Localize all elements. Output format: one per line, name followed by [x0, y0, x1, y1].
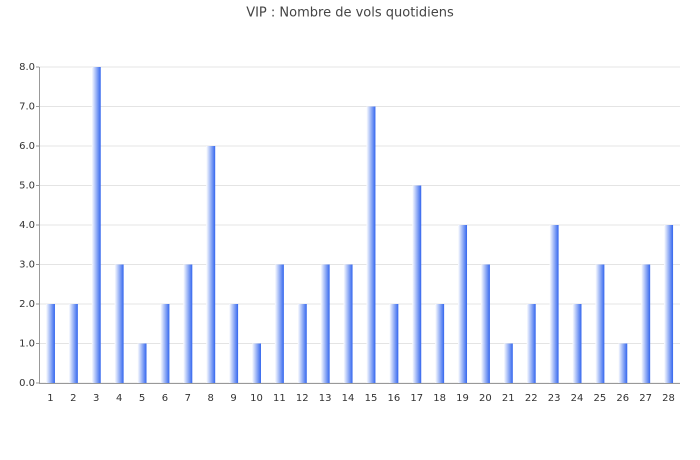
bar — [572, 304, 582, 383]
x-tick-label: 19 — [456, 393, 469, 404]
x-tick-label: 13 — [319, 393, 332, 404]
bar — [297, 304, 307, 383]
bar — [526, 304, 536, 383]
bar — [641, 264, 651, 383]
x-tick-label: 8 — [208, 393, 214, 404]
x-tick-label: 21 — [502, 393, 515, 404]
x-tick-label: 6 — [162, 393, 168, 404]
x-tick-label: 11 — [273, 393, 286, 404]
bar — [480, 264, 490, 383]
bar — [206, 146, 216, 383]
y-tick-label: 0.0 — [19, 378, 35, 389]
x-tick-label: 10 — [250, 393, 263, 404]
bar — [503, 343, 513, 383]
y-tick-label: 8.0 — [19, 62, 35, 73]
x-tick-label: 18 — [433, 393, 446, 404]
x-tick-label: 26 — [616, 393, 629, 404]
bar — [458, 225, 468, 383]
bar — [229, 304, 239, 383]
x-tick-label: 3 — [93, 393, 99, 404]
bar — [549, 225, 559, 383]
y-tick-label: 1.0 — [19, 339, 35, 350]
y-tick-label: 4.0 — [19, 220, 35, 231]
chart-title: VIP : Nombre de vols quotidiens — [246, 6, 454, 21]
bar — [412, 185, 422, 383]
x-tick-label: 4 — [116, 393, 122, 404]
bar — [160, 304, 170, 383]
bar — [595, 264, 605, 383]
x-tick-label: 12 — [296, 393, 309, 404]
bar — [91, 67, 101, 383]
bar — [183, 264, 193, 383]
x-tick-label: 2 — [70, 393, 76, 404]
bar — [274, 264, 284, 383]
bar — [435, 304, 445, 383]
y-tick-label: 6.0 — [19, 141, 35, 152]
y-tick-label: 7.0 — [19, 102, 35, 113]
bar — [366, 106, 376, 383]
bar — [320, 264, 330, 383]
y-tick-label: 5.0 — [19, 181, 35, 192]
bar — [68, 304, 78, 383]
x-tick-label: 1 — [47, 393, 53, 404]
bar — [664, 225, 674, 383]
bar — [45, 304, 55, 383]
x-tick-label: 24 — [571, 393, 584, 404]
bar — [137, 343, 147, 383]
x-tick-label: 28 — [662, 393, 675, 404]
x-tick-label: 9 — [230, 393, 236, 404]
x-tick-label: 5 — [139, 393, 145, 404]
bar — [618, 343, 628, 383]
bar — [389, 304, 399, 383]
bar — [343, 264, 353, 383]
x-tick-label: 14 — [342, 393, 355, 404]
x-tick-label: 25 — [594, 393, 607, 404]
x-tick-label: 22 — [525, 393, 538, 404]
bar — [251, 343, 261, 383]
x-tick-label: 16 — [387, 393, 400, 404]
x-tick-label: 20 — [479, 393, 492, 404]
y-tick-label: 2.0 — [19, 299, 35, 310]
bar — [114, 264, 124, 383]
x-tick-label: 23 — [548, 393, 561, 404]
x-tick-label: 17 — [410, 393, 423, 404]
x-tick-label: 27 — [639, 393, 652, 404]
x-tick-label: 7 — [185, 393, 191, 404]
x-tick-label: 15 — [365, 393, 378, 404]
y-tick-label: 3.0 — [19, 260, 35, 271]
